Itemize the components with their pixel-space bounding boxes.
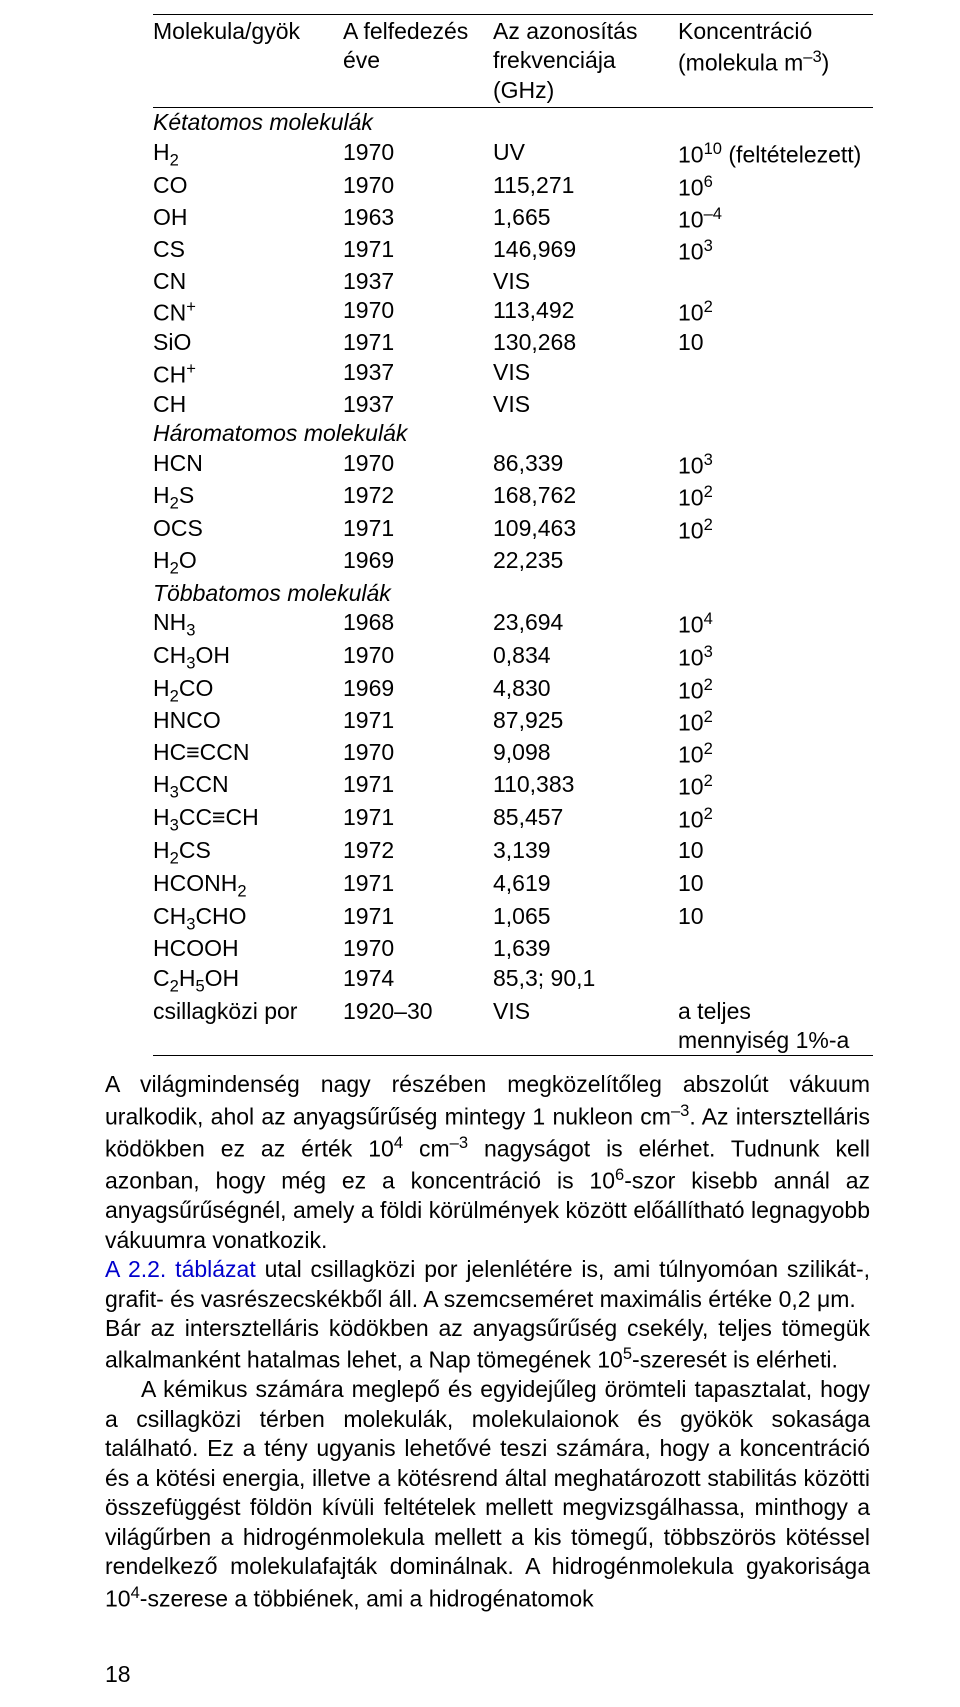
page-number: 18	[105, 1660, 870, 1689]
table-row: H2CO19694,830102	[153, 674, 873, 707]
paragraph-1: A világmindenség nagy részében megközelí…	[105, 1070, 870, 1255]
table-row: H2S1972168,762102	[153, 481, 873, 514]
section-triatomic: Háromatomos molekulák	[153, 419, 873, 448]
table-row: CO1970115,271106	[153, 171, 873, 203]
dust-freq: VIS	[493, 997, 678, 1056]
dust-conc: a teljes mennyiség 1%-a	[678, 997, 873, 1056]
table-row: C2H5OH197485,3; 90,1	[153, 964, 873, 997]
table-row: H2CS19723,13910	[153, 836, 873, 869]
table-row: OCS1971109,463102	[153, 514, 873, 546]
dust-year: 1920–30	[343, 997, 493, 1056]
table-row: H3CC≡CH197185,457102	[153, 803, 873, 836]
table-row: H2O196922,235	[153, 546, 873, 579]
table-row: CN1937VIS	[153, 267, 873, 296]
dust-name: csillagközi por	[153, 997, 343, 1056]
th-molecule: Molekula/gyök	[153, 15, 343, 108]
section-diatomic: Kétatomos molekulák	[153, 108, 873, 138]
th-year: A felfedezés éve	[343, 15, 493, 108]
table-row: CN+1970113,492102	[153, 296, 873, 328]
th-freq: Az azonosítás frekvenciája (GHz)	[493, 15, 678, 108]
table-row: OH19631,66510–4	[153, 203, 873, 235]
table-row: HCOOH19701,639	[153, 934, 873, 963]
table-row: HC≡CCN19709,098102	[153, 738, 873, 770]
table-row: HCN197086,339103	[153, 449, 873, 481]
paragraph-3: Bár az intersztelláris ködökben az anyag…	[105, 1314, 870, 1376]
table-row: CH3OH19700,834103	[153, 641, 873, 674]
paragraph-4: A kémikus számára meglepő és egyidejűleg…	[105, 1375, 870, 1613]
table-row: H21970UV1010 (feltételezett)	[153, 138, 873, 171]
th-conc: Koncentráció (molekula m–3)	[678, 15, 873, 108]
table-ref-link[interactable]: A 2.2. táblázat	[105, 1256, 256, 1282]
section-polyatomic: Többatomos molekulák	[153, 579, 873, 608]
table-row: HCONH219714,61910	[153, 869, 873, 902]
table-row: H3CCN1971110,383102	[153, 770, 873, 803]
table-row: CH3CHO19711,06510	[153, 902, 873, 935]
table-row: CH+1937VIS	[153, 358, 873, 390]
table-row: CS1971146,969103	[153, 235, 873, 267]
paragraph-2: A 2.2. táblázat utal csillagközi por jel…	[105, 1255, 870, 1314]
table-row: HNCO197187,925102	[153, 706, 873, 738]
table-row: NH3196823,694104	[153, 608, 873, 641]
table-row: CH1937VIS	[153, 390, 873, 419]
table-row: SiO1971130,26810	[153, 328, 873, 357]
molecule-table: Molekula/gyök A felfedezés éve Az azonos…	[153, 14, 873, 1056]
